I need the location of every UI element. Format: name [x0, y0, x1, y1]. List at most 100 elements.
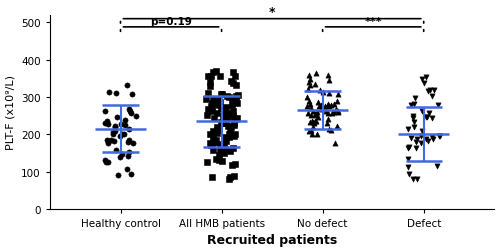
Point [317, 104, 325, 108]
Point [212, 128, 220, 132]
Point [310, 120, 318, 124]
Point [230, 174, 238, 178]
Point [111, 125, 119, 130]
Point [210, 140, 218, 144]
Point [232, 118, 239, 122]
Point [412, 147, 420, 151]
Point [214, 112, 222, 116]
Point [116, 134, 124, 138]
Point [207, 75, 215, 79]
Point [206, 142, 214, 146]
Point [208, 109, 216, 113]
Point [225, 95, 233, 99]
Point [324, 79, 332, 83]
Point [217, 148, 225, 152]
Point [218, 121, 226, 125]
Point [204, 91, 212, 96]
Point [314, 100, 322, 104]
Point [234, 93, 241, 97]
Point [325, 92, 333, 96]
Point [118, 133, 126, 137]
Point [436, 134, 444, 138]
Point [220, 138, 228, 142]
Point [218, 148, 226, 152]
Point [217, 93, 225, 97]
Point [313, 110, 321, 114]
Point [208, 143, 216, 147]
Point [334, 109, 342, 113]
Point [212, 139, 220, 143]
Point [224, 116, 232, 120]
Point [232, 95, 240, 99]
Point [206, 80, 214, 84]
Point [322, 109, 330, 113]
Point [222, 106, 230, 110]
Point [105, 90, 113, 94]
Point [107, 138, 115, 142]
Point [306, 129, 314, 133]
Point [228, 82, 236, 86]
Point [110, 130, 118, 134]
Point [326, 105, 334, 109]
Point [309, 109, 317, 113]
Point [222, 140, 230, 144]
Point [312, 114, 320, 118]
Text: p=0.19: p=0.19 [150, 17, 192, 27]
Point [126, 109, 134, 113]
Point [234, 102, 241, 106]
Point [307, 128, 315, 132]
Point [406, 103, 414, 107]
Point [222, 116, 230, 120]
Point [213, 103, 221, 107]
Point [428, 95, 436, 99]
Point [210, 135, 218, 139]
Point [109, 130, 117, 134]
Point [230, 134, 238, 138]
Point [318, 107, 326, 111]
Point [417, 134, 425, 138]
Point [225, 133, 233, 137]
Point [229, 114, 237, 118]
Point [212, 158, 220, 162]
Point [330, 110, 338, 114]
Point [324, 73, 332, 77]
Point [102, 120, 110, 124]
Point [216, 150, 224, 154]
Point [112, 91, 120, 96]
Point [209, 129, 217, 133]
Point [404, 145, 412, 149]
Point [310, 125, 318, 130]
Point [203, 160, 211, 164]
Point [305, 99, 313, 103]
Point [305, 80, 313, 84]
Point [319, 90, 327, 94]
Point [228, 104, 235, 108]
Point [308, 107, 316, 111]
Point [414, 177, 422, 181]
Point [230, 124, 238, 128]
Point [120, 133, 128, 137]
Y-axis label: PLT-F (x10⁹/L): PLT-F (x10⁹/L) [6, 75, 16, 150]
Point [111, 124, 119, 129]
Point [410, 103, 418, 107]
Point [422, 137, 430, 141]
Point [404, 158, 412, 162]
Point [232, 84, 240, 88]
Point [312, 120, 320, 124]
Point [328, 112, 336, 116]
Point [209, 97, 217, 101]
Point [303, 96, 311, 100]
Point [320, 105, 328, 109]
Point [216, 101, 224, 105]
Point [216, 106, 224, 110]
Point [409, 177, 417, 181]
Point [212, 125, 220, 129]
Point [214, 153, 222, 157]
Point [110, 140, 118, 144]
Point [204, 75, 212, 79]
Point [228, 110, 236, 114]
Point [428, 116, 436, 120]
Point [433, 165, 441, 169]
Point [206, 105, 214, 109]
Point [127, 112, 135, 116]
